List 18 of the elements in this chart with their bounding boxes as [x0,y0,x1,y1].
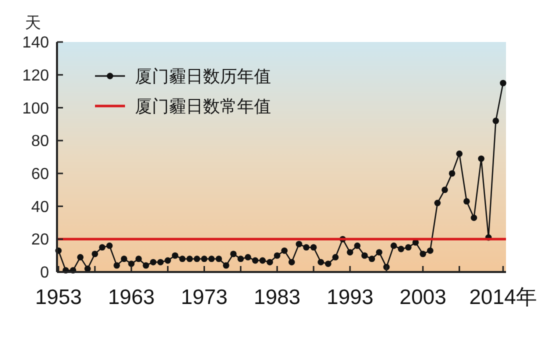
x-tick-label: 1983 [254,286,300,309]
x-tick-label: 1993 [326,286,374,309]
y-tick-label: 0 [40,264,50,282]
y-tick-label: 140 [22,34,50,52]
x-tick-label: 2014年 [469,286,537,309]
y-tick-label: 80 [31,133,50,150]
y-axis-title: 天 [25,15,41,32]
legend-label: 厦门霾日数历年值 [135,66,271,86]
y-tick-label: 120 [22,67,50,84]
x-tick-label: 1953 [35,286,82,309]
y-tick-label: 60 [31,166,50,184]
y-tick-label: 100 [22,100,50,118]
x-tick-label: 1973 [180,286,228,309]
y-tick-label: 20 [31,232,50,249]
y-tick-label: 40 [31,198,50,216]
x-tick-label: 1963 [108,286,155,309]
x-tick-label: 2003 [400,286,446,309]
legend-label: 厦门霾日数常年值 [135,96,271,116]
